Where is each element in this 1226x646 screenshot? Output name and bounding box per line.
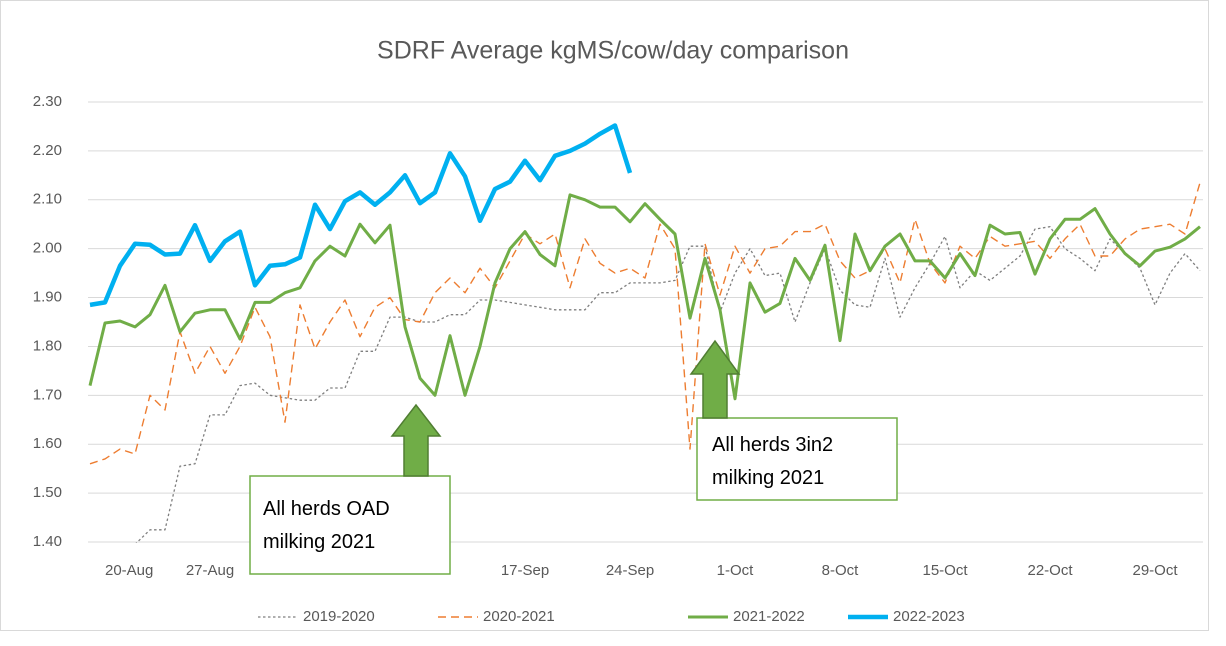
chart-title: SDRF Average kgMS/cow/day comparison bbox=[377, 37, 849, 65]
series-line bbox=[135, 226, 1201, 543]
chart-frame bbox=[0, 0, 1209, 631]
legend: 2019-2020 2020-2021 2021-2022 2022-2023 bbox=[258, 608, 965, 625]
annotation-text: milking 2021 bbox=[712, 467, 824, 489]
x-tick-label: 22-Oct bbox=[1027, 562, 1073, 579]
x-tick-label: 15-Oct bbox=[922, 562, 968, 579]
annotation-oad: All herds OAD milking 2021 bbox=[249, 403, 451, 575]
x-tick-label: 17-Sep bbox=[501, 562, 549, 579]
arrow bbox=[390, 403, 442, 477]
annotation-3in2: All herds 3in2 milking 2021 bbox=[689, 339, 898, 501]
annotation-text: All herds OAD bbox=[263, 498, 390, 520]
annotation-box bbox=[249, 475, 451, 575]
y-tick-label: 1.60 bbox=[33, 435, 62, 452]
y-tick-label: 2.20 bbox=[33, 142, 62, 159]
series-line bbox=[88, 193, 1201, 401]
y-tick-label: 1.90 bbox=[33, 289, 62, 306]
y-tick-label: 2.30 bbox=[33, 93, 62, 110]
legend-label: 2021-2022 bbox=[733, 608, 805, 625]
x-tick-label: 8-Oct bbox=[822, 562, 860, 579]
annotation-text: milking 2021 bbox=[263, 531, 375, 553]
legend-label: 2019-2020 bbox=[303, 608, 375, 625]
series-line bbox=[89, 182, 1201, 465]
y-tick-label: 1.80 bbox=[33, 337, 62, 354]
annotation-text: All herds 3in2 bbox=[712, 434, 833, 456]
annotation-box bbox=[696, 417, 898, 501]
arrow bbox=[689, 339, 741, 419]
series-line bbox=[89, 123, 633, 308]
y-tick-label: 2.00 bbox=[33, 240, 62, 257]
plot-area bbox=[88, 123, 1201, 543]
x-tick-label: 27-Aug bbox=[186, 562, 234, 579]
legend-label: 2020-2021 bbox=[483, 608, 555, 625]
x-tick-label: 29-Oct bbox=[1132, 562, 1178, 579]
y-tick-label: 1.70 bbox=[33, 386, 62, 403]
legend-label: 2022-2023 bbox=[893, 608, 965, 625]
y-tick-label: 2.10 bbox=[33, 191, 62, 208]
x-tick-label: 24-Sep bbox=[606, 562, 654, 579]
y-tick-label: 1.50 bbox=[33, 484, 62, 501]
y-tick-label: 1.40 bbox=[33, 533, 62, 550]
x-tick-label: 20-Aug bbox=[105, 562, 153, 579]
axis-labels: 1.40 1.50 1.60 1.70 1.80 1.90 2.00 2.10 2.20 2.30… bbox=[33, 93, 1179, 579]
x-tick-label: 1-Oct bbox=[717, 562, 755, 579]
